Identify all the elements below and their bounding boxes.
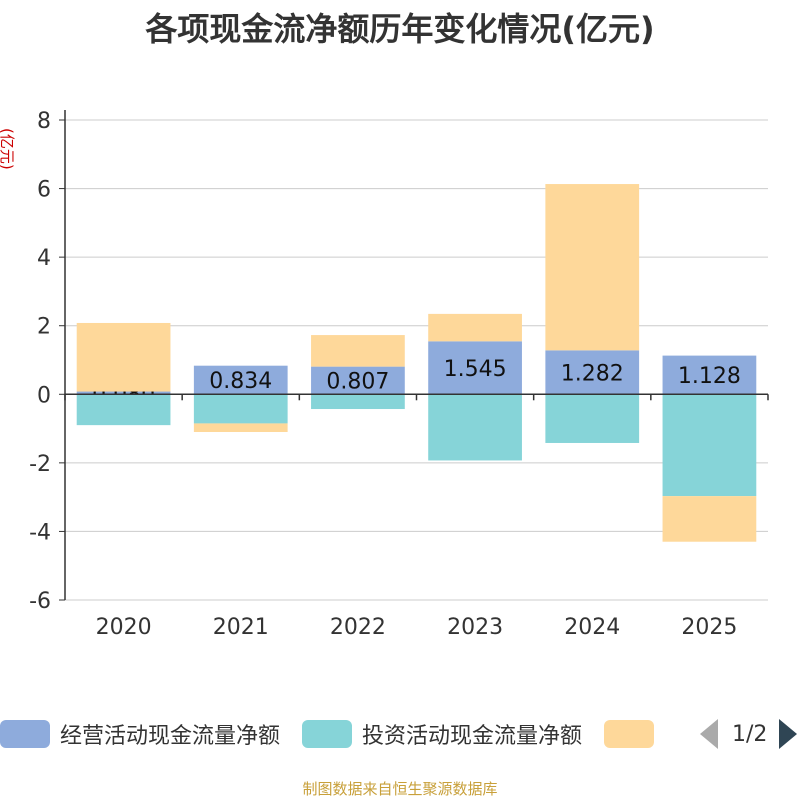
legend-prev-icon[interactable] xyxy=(700,719,718,749)
bar-series0-2022 xyxy=(311,366,405,395)
tick-label-y-8: 8 xyxy=(37,109,51,134)
legend-item-third[interactable] xyxy=(604,720,664,748)
tick-label-y--2: -2 xyxy=(29,452,51,477)
bar-series2-2022 xyxy=(311,335,405,367)
chart-plot: -6-4-2024680.0800.8340.8071.5451.2821.12… xyxy=(29,109,769,640)
legend-swatch-investing xyxy=(302,720,353,748)
legend-page-indicator: 1/2 xyxy=(732,721,768,747)
tick-label-y--4: -4 xyxy=(29,520,51,545)
data-label-2021: 0.834 xyxy=(209,369,272,394)
bar-series0-2020 xyxy=(76,391,171,395)
chart-title: 各项现金流净额历年变化情况(亿元) xyxy=(145,10,655,48)
bar-series0-2021 xyxy=(193,365,288,395)
legend-next-icon[interactable] xyxy=(779,719,798,749)
tick-label-y-4: 4 xyxy=(37,246,51,271)
tick-label-x-2023: 2023 xyxy=(447,615,503,640)
bar-series1-2021 xyxy=(193,394,288,424)
bar-series1-2024 xyxy=(545,394,640,443)
bar-series2-2024 xyxy=(545,184,640,351)
tick-label-y--6: -6 xyxy=(29,589,51,614)
legend-label-operating: 经营活动现金流量净额 xyxy=(60,724,281,749)
data-source: 制图数据来自恒生聚源数据库 xyxy=(302,780,498,798)
bar-series2-2023 xyxy=(428,313,522,342)
bar-series0-2024 xyxy=(545,350,640,395)
bar-series0-2025 xyxy=(662,355,757,395)
bar-series1-2022 xyxy=(311,394,405,410)
bar-series1-2020 xyxy=(76,394,171,426)
legend-item-operating[interactable]: 经营活动现金流量净额 xyxy=(0,718,280,750)
legend-pager: 1/2 xyxy=(700,718,798,750)
bar-series0-2023 xyxy=(428,341,522,395)
bar-series1-2025 xyxy=(662,394,757,497)
tick-label-y-6: 6 xyxy=(37,178,51,203)
bar-series2-2020 xyxy=(76,322,171,392)
tick-label-x-2022: 2022 xyxy=(330,615,386,640)
tick-label-y-2: 2 xyxy=(37,315,51,340)
tick-label-x-2021: 2021 xyxy=(213,615,269,640)
tick-label-x-2025: 2025 xyxy=(681,615,737,640)
bar-series2-2025 xyxy=(662,496,757,542)
tick-label-x-2020: 2020 xyxy=(96,615,152,640)
legend-label-investing: 投资活动现金流量净额 xyxy=(362,724,583,749)
data-label-2024: 1.282 xyxy=(561,361,624,386)
legend-swatch-operating xyxy=(0,720,50,748)
tick-label-x-2024: 2024 xyxy=(564,615,620,640)
data-label-2022: 0.807 xyxy=(326,369,389,394)
bar-series1-2023 xyxy=(428,394,522,461)
legend-item-investing[interactable]: 投资活动现金流量净额 xyxy=(302,718,582,750)
legend-swatch-third xyxy=(604,720,655,748)
bar-series2-2021 xyxy=(193,423,288,432)
tick-label-y-0: 0 xyxy=(37,383,51,408)
legend: 经营活动现金流量净额 投资活动现金流量净额 xyxy=(0,718,686,750)
data-label-2023: 1.545 xyxy=(444,357,507,382)
data-label-2025: 1.128 xyxy=(678,364,741,389)
